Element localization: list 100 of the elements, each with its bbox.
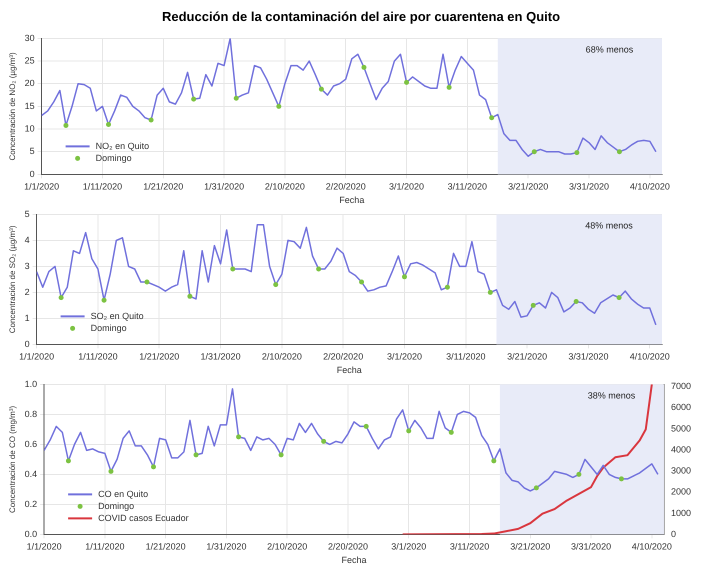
x-tick-label: 1/1/2020 [26, 541, 62, 552]
x-tick-label: 1/21/2020 [139, 351, 180, 362]
x-tick-label: 3/11/2020 [448, 181, 488, 192]
point [108, 468, 114, 474]
x-tick-label: 2/10/2020 [262, 351, 302, 362]
y-tick-label: 0.2 [24, 498, 38, 509]
x-tick-label: 1/31/2020 [206, 541, 246, 552]
y-tick-label: 0.4 [24, 468, 38, 479]
point [234, 96, 239, 101]
point [616, 149, 622, 154]
point [616, 295, 622, 300]
y-tick-label: 1.0 [24, 378, 38, 389]
y2-tick-label: 0 [670, 528, 676, 539]
y-tick-label: 0 [30, 168, 35, 179]
x-tick-label: 3/11/2020 [450, 541, 490, 552]
chart-title: Reducción de la contaminación del aire por cuarentena en Quito [160, 8, 562, 26]
point [230, 266, 236, 272]
x-tick-label: 3/21/2020 [507, 351, 548, 362]
y-tick-label: 2 [24, 286, 30, 297]
point [148, 118, 154, 122]
y-tick-label: 30 [24, 32, 35, 43]
x-tick-label: 3/1/2020 [386, 351, 422, 362]
x-tick-label: 3/1/2020 [391, 541, 426, 552]
legend-label: NO₂ en Quito [96, 140, 150, 151]
x-tick-label: 2/10/2020 [264, 181, 305, 192]
point [191, 96, 196, 102]
y-tick-label: 0 [24, 338, 30, 349]
point [359, 280, 364, 284]
point [530, 302, 536, 308]
x-tick-label: 4/10/2020 [630, 181, 670, 192]
x-tick-label: 3/21/2020 [510, 541, 550, 552]
point [618, 476, 624, 482]
point [532, 149, 537, 154]
y-tick-label: 20 [24, 78, 35, 88]
y-tick-label: 1 [24, 312, 30, 323]
point [316, 266, 322, 272]
legend-label: Domingo [96, 152, 132, 163]
x-tick-label: 2/20/2020 [328, 541, 368, 552]
y-axis-title: Concentración de CO (mg/m³) [8, 406, 18, 513]
point [273, 282, 278, 288]
point [66, 458, 71, 464]
x-tick-label: 3/31/2020 [571, 541, 612, 552]
point [102, 298, 107, 303]
point [489, 115, 494, 120]
y2-tick-label: 3000 [670, 466, 692, 476]
x-tick-label: 2/10/2020 [267, 541, 308, 552]
legend-label: COVID casos Ecuador [98, 512, 189, 523]
y2-tick-label: 2000 [670, 486, 692, 497]
y2-tick-label: 1000 [670, 508, 692, 518]
point [318, 86, 324, 92]
point [576, 472, 582, 477]
y2-tick-label: 7000 [670, 380, 692, 391]
point [446, 84, 452, 90]
x-tick-label: 3/31/2020 [568, 351, 608, 362]
point [58, 295, 64, 300]
x-tick-label: 1/11/2020 [78, 351, 118, 362]
point [106, 122, 112, 128]
point [276, 104, 282, 109]
y2-tick-label: 4000 [670, 444, 692, 454]
y-tick-label: 10 [24, 124, 35, 134]
x-axis-title: Fecha [339, 195, 364, 206]
x-tick-label: 1/1/2020 [24, 181, 60, 192]
annotation: 48% menos [585, 220, 634, 230]
y-tick-label: 0.8 [24, 408, 38, 419]
point [534, 485, 539, 490]
x-tick-label: 3/21/2020 [508, 181, 548, 192]
y-tick-label: 5 [24, 208, 30, 219]
y-tick-label: 5 [30, 146, 35, 156]
x-tick-label: 1/21/2020 [143, 181, 184, 192]
x-tick-label: 1/21/2020 [146, 541, 186, 552]
point [236, 434, 242, 440]
point [488, 290, 493, 295]
y-axis-title: Concentración de NO₂ (µg/m³) [8, 52, 18, 160]
y-tick-label: 3 [24, 260, 30, 271]
x-tick-label: 1/1/2020 [19, 351, 54, 362]
point [406, 428, 412, 434]
point [278, 452, 284, 458]
y-tick-label: 0.6 [24, 438, 38, 449]
x-tick-label: 1/11/2020 [85, 541, 125, 552]
y-axis-title: Concentración de SO₂ (µg/m³) [8, 225, 18, 334]
y-tick-label: 0.0 [24, 528, 38, 539]
x-tick-label: 1/31/2020 [204, 181, 244, 192]
point [364, 424, 369, 429]
x-tick-label: 4/10/2020 [632, 541, 672, 552]
point [151, 464, 156, 470]
annotation: 68% menos [586, 44, 634, 54]
annotation: 38% menos [588, 390, 636, 400]
y2-tick-label: 6000 [670, 402, 692, 412]
point [144, 280, 150, 284]
legend-label: CO en Quito [98, 488, 148, 499]
y2-tick-label: 5000 [670, 423, 692, 434]
x-tick-label: 2/20/2020 [323, 351, 364, 362]
x-tick-label: 3/11/2020 [446, 351, 486, 362]
point [402, 274, 407, 280]
x-tick-label: 2/20/2020 [326, 181, 366, 192]
x-axis-title: Fecha [336, 365, 362, 376]
y-tick-label: 4 [24, 234, 30, 245]
x-tick-label: 4/10/2020 [630, 351, 670, 362]
point [448, 430, 454, 435]
point [194, 452, 199, 458]
